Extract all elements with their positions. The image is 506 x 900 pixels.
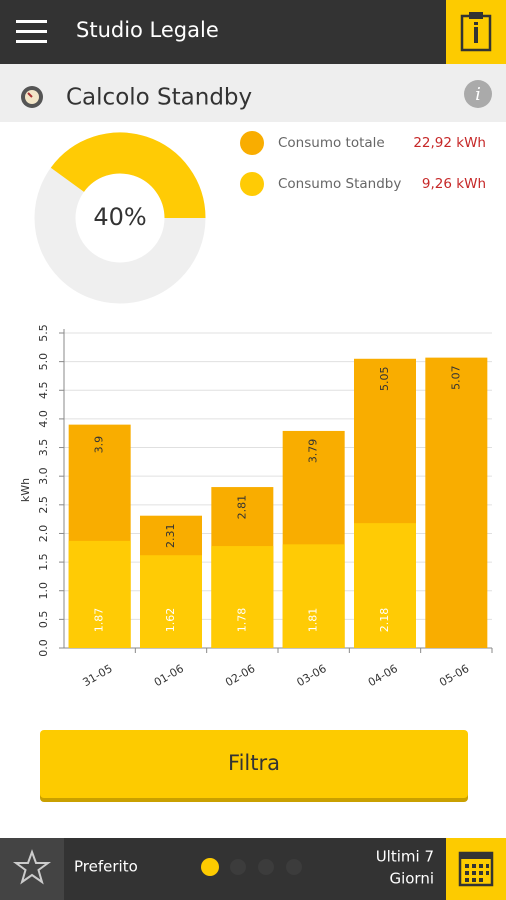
legend-amount: 9,26 kWh bbox=[422, 176, 486, 192]
y-tick-label: 1.5 bbox=[37, 553, 50, 571]
y-tick-label: 0.0 bbox=[37, 639, 50, 657]
section-title: Calcolo Standby bbox=[66, 85, 252, 111]
bar-value-label: 3.79 bbox=[307, 439, 320, 464]
bar-value-label: 1.81 bbox=[307, 608, 320, 633]
favorite-button[interactable] bbox=[0, 838, 64, 900]
y-tick-label: 0.5 bbox=[37, 611, 50, 629]
info-button[interactable]: i bbox=[464, 80, 492, 108]
donut-center-label: 40% bbox=[93, 203, 146, 231]
legend-name: Consumo totale bbox=[278, 135, 385, 151]
favorite-label: Preferito bbox=[74, 858, 138, 876]
filter-label: Filtra bbox=[228, 751, 280, 775]
bar bbox=[425, 357, 488, 648]
bar-value-label: 1.87 bbox=[93, 608, 106, 633]
bar-value-label: 3.9 bbox=[93, 436, 106, 454]
y-tick-label: 3.5 bbox=[37, 439, 50, 457]
period-label: Ultimi 7 bbox=[376, 848, 434, 866]
y-tick-label: 4.5 bbox=[37, 382, 50, 400]
app-bar bbox=[0, 0, 506, 64]
filter-button[interactable]: Filtra bbox=[40, 730, 468, 802]
legend-amount: 22,92 kWh bbox=[413, 135, 486, 151]
legend-swatch bbox=[240, 172, 264, 196]
bar-value-label: 5.05 bbox=[378, 367, 391, 392]
bar-value-label: 2.31 bbox=[164, 523, 177, 548]
bar bbox=[282, 544, 345, 648]
bar bbox=[211, 546, 274, 648]
y-tick-label: 1.0 bbox=[37, 582, 50, 600]
bar bbox=[354, 523, 416, 648]
calendar-button[interactable] bbox=[446, 838, 506, 900]
section-bar bbox=[0, 64, 506, 122]
bottom-bar bbox=[0, 838, 506, 900]
bar bbox=[68, 540, 131, 648]
bar-value-label: 2.81 bbox=[235, 495, 248, 519]
y-tick-label: 3.0 bbox=[37, 467, 50, 485]
donut-slice bbox=[50, 132, 206, 219]
y-axis-label: kWh bbox=[19, 478, 32, 502]
menu-button[interactable] bbox=[16, 20, 47, 43]
page-dots bbox=[201, 858, 302, 876]
clock-icon bbox=[21, 86, 43, 108]
y-tick-label: 5.0 bbox=[37, 353, 50, 371]
bar-value-label: 5.07 bbox=[449, 365, 462, 390]
bar-value-label: 1.62 bbox=[164, 608, 177, 633]
y-tick-label: 2.0 bbox=[37, 525, 50, 543]
period-label: Giorni bbox=[389, 870, 434, 888]
app-title: Studio Legale bbox=[76, 18, 219, 42]
bar bbox=[140, 555, 202, 648]
y-tick-label: 5.5 bbox=[37, 324, 50, 342]
y-tick-label: 4.0 bbox=[37, 410, 50, 428]
clipboard-button[interactable] bbox=[446, 0, 506, 64]
svg-text:i: i bbox=[475, 84, 481, 105]
legend-swatch bbox=[240, 131, 264, 155]
bar-value-label: 2.18 bbox=[378, 608, 391, 633]
bar-value-label: 1.78 bbox=[235, 608, 248, 633]
legend-name: Consumo Standby bbox=[278, 176, 401, 192]
y-tick-label: 2.5 bbox=[37, 496, 50, 514]
